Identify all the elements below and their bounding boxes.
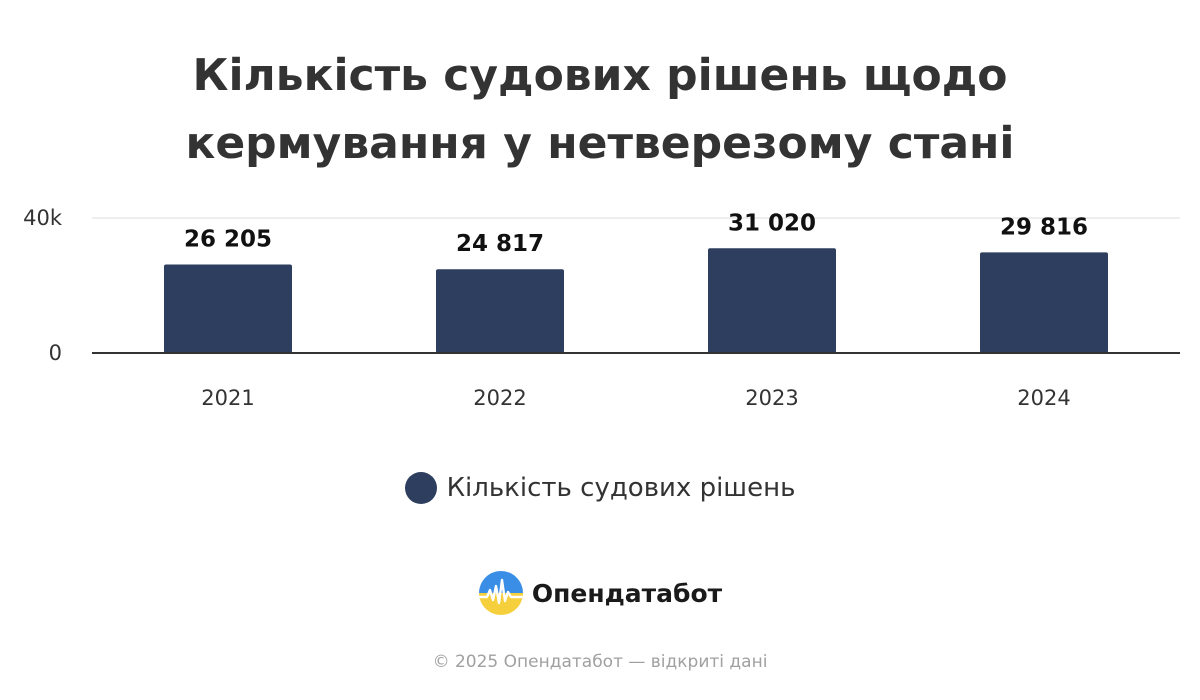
bar-value-label: 31 020 [728,210,816,236]
legend[interactable]: Кількість судових рішень [0,472,1200,504]
bar-value-label: 26 205 [184,227,272,253]
chart-title: Кількість судових рішень щодо кермування… [0,42,1200,178]
bar-value-label: 29 816 [1000,214,1088,240]
bar [164,264,292,353]
chart-title-line-1: Кількість судових рішень щодо [192,50,1008,101]
brand: Опендатабот [0,570,1200,616]
chart-title-line-2: кермування у нетверезому стані [185,118,1015,169]
y-tick-label: 0 [49,341,62,365]
legend-swatch [404,472,437,504]
x-tick-label: 2024 [1017,386,1070,410]
bar [980,252,1108,353]
x-tick-label: 2022 [473,386,526,410]
footer-copyright: © 2025 Опендатабот — відкриті дані [432,652,768,672]
bar [708,248,836,353]
bar-value-label: 24 817 [456,231,544,257]
y-tick-label: 40k [23,206,63,230]
bar-chart: 0 40k 26 205 2021 24 817 2022 31 020 2023 29 816… [23,206,1180,410]
x-tick-label: 2023 [745,386,798,410]
legend-label: Кількість судових рішень [446,473,796,503]
brand-name: Опендатабот [531,578,723,608]
bar [436,269,564,353]
x-tick-label: 2021 [201,386,254,410]
opendatabot-logo-icon [478,571,523,615]
